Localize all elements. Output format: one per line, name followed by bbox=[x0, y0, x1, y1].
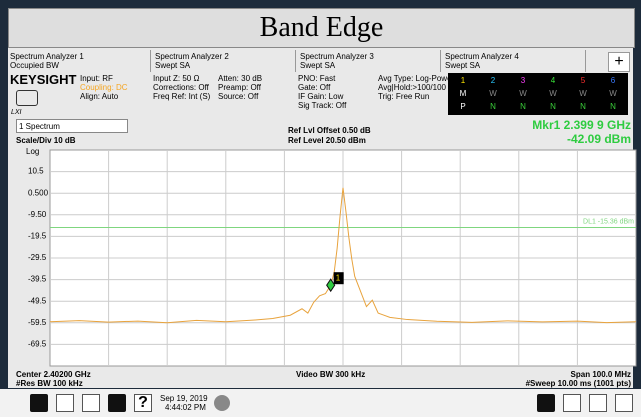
y-tick-label: -39.5 bbox=[28, 275, 47, 284]
window-title: Band Edge bbox=[8, 8, 635, 48]
layout-button[interactable] bbox=[589, 394, 607, 412]
setting: Coupling: DC bbox=[80, 83, 128, 92]
tab-mode: Swept SA bbox=[155, 61, 191, 70]
setting: Input: RF bbox=[80, 74, 113, 83]
trace-mode: W bbox=[609, 89, 617, 98]
tab-name: Spectrum Analyzer 4 bbox=[445, 52, 519, 61]
trace-mode: W bbox=[549, 89, 557, 98]
tab-name: Spectrum Analyzer 3 bbox=[300, 52, 374, 61]
setting: Gate: Off bbox=[298, 83, 331, 92]
y-tick-label: -69.5 bbox=[28, 340, 47, 349]
trace-mode: W bbox=[579, 89, 587, 98]
trace-number: 1 bbox=[460, 76, 466, 85]
tab-name: Spectrum Analyzer 1 bbox=[10, 52, 84, 61]
y-tick-label: 0.500 bbox=[28, 188, 49, 197]
y-tick-label: -9.50 bbox=[28, 210, 47, 219]
scale: Scale/Div 10 dB bbox=[16, 136, 76, 145]
trace-number: 6 bbox=[610, 76, 616, 85]
center: Center 2.40200 GHz bbox=[16, 370, 91, 379]
setting: Source: Off bbox=[218, 92, 259, 101]
trace-number: 3 bbox=[520, 76, 526, 85]
taskbar: ? Sep 19, 2019 4:44:02 PM bbox=[0, 389, 641, 417]
marker-value: -42.09 dBm bbox=[566, 132, 631, 146]
marker-number: 1 bbox=[336, 273, 341, 282]
start-button[interactable] bbox=[30, 394, 48, 412]
tab[interactable]: Spectrum Analyzer 3 Swept SA bbox=[298, 50, 441, 72]
setting: Trig: Free Run bbox=[378, 92, 430, 101]
vbw: Video BW 300 kHz bbox=[296, 370, 366, 379]
redo-button[interactable] bbox=[82, 394, 100, 412]
sweep: #Sweep 10.00 ms (1001 pts) bbox=[525, 379, 631, 388]
time: 4:44:02 PM bbox=[165, 403, 206, 412]
marker bbox=[326, 278, 336, 293]
marker-freq: Mkr1 2.399 9 GHz bbox=[532, 118, 631, 132]
tab-mode: Swept SA bbox=[300, 61, 336, 70]
y-tick-label: -19.5 bbox=[28, 232, 47, 241]
span: Span 100.0 MHz bbox=[570, 370, 631, 379]
trace-indicator: 1 2 3 4 5 6 M W W W W W P N N N N N bbox=[448, 73, 628, 115]
log-label: Log bbox=[26, 147, 39, 156]
tab-mode: Occupied BW bbox=[10, 61, 59, 70]
tab-mode: Swept SA bbox=[445, 61, 481, 70]
trace-mode: N bbox=[610, 102, 616, 111]
tab-name: Spectrum Analyzer 2 bbox=[155, 52, 229, 61]
trace-mode: N bbox=[580, 102, 586, 111]
preset-icon[interactable] bbox=[16, 90, 38, 106]
setting: Atten: 30 dB bbox=[218, 74, 263, 83]
trace-mode: M bbox=[459, 89, 467, 98]
brand: KEYSIGHT bbox=[10, 72, 77, 87]
tab[interactable]: Spectrum Analyzer 2 Swept SA bbox=[153, 50, 296, 72]
trace-number: 4 bbox=[550, 76, 556, 85]
setting: PNO: Fast bbox=[298, 74, 336, 83]
y-tick-label: -59.5 bbox=[28, 318, 47, 327]
window-name: 1 Spectrum bbox=[19, 122, 60, 131]
y-tick-label: -49.5 bbox=[28, 296, 47, 305]
keyboard-button[interactable] bbox=[537, 394, 555, 412]
tab[interactable]: Spectrum Analyzer 1 Occupied BW bbox=[8, 50, 151, 72]
touch-button[interactable] bbox=[563, 394, 581, 412]
trace-mode: P bbox=[460, 102, 466, 111]
y-tick-label: 10.5 bbox=[28, 167, 44, 176]
setting: Preamp: Off bbox=[218, 83, 261, 92]
zoom-button[interactable] bbox=[615, 394, 633, 412]
trace-mode: N bbox=[550, 102, 556, 111]
tab[interactable]: Spectrum Analyzer 4 Swept SA bbox=[443, 50, 586, 72]
trace bbox=[49, 187, 637, 324]
file-button[interactable] bbox=[108, 394, 126, 412]
trace-number: 5 bbox=[580, 76, 586, 85]
setting: Sig Track: Off bbox=[298, 101, 347, 110]
ref-offset: Ref Lvl Offset 0.50 dB bbox=[288, 126, 371, 135]
trace-number: 2 bbox=[490, 76, 496, 85]
add-screen-button[interactable]: + bbox=[608, 52, 630, 72]
message-icon[interactable] bbox=[214, 395, 230, 411]
rbw: #Res BW 100 kHz bbox=[16, 379, 83, 388]
ref-level: Ref Level 20.50 dBm bbox=[288, 136, 366, 145]
setting: IF Gain: Low bbox=[298, 92, 344, 101]
trace-mode: N bbox=[520, 102, 526, 111]
setting: Avg Type: Log-Power bbox=[378, 74, 455, 83]
setting: Avg|Hold:>100/100 bbox=[378, 83, 446, 92]
marker-tag bbox=[333, 272, 344, 285]
help-button[interactable]: ? bbox=[134, 394, 152, 412]
trace-mode: W bbox=[489, 89, 497, 98]
setting: Freq Ref: Int (S) bbox=[153, 92, 211, 101]
window-select[interactable]: 1 Spectrum bbox=[16, 119, 128, 133]
undo-button[interactable] bbox=[56, 394, 74, 412]
trace-mode: N bbox=[490, 102, 496, 111]
date: Sep 19, 2019 bbox=[160, 394, 208, 403]
display-line-label: DL1 -15.36 dBm bbox=[583, 218, 634, 225]
setting: Input Z: 50 Ω bbox=[153, 74, 200, 83]
setting: Align: Auto bbox=[80, 92, 119, 101]
trace-mode: W bbox=[519, 89, 527, 98]
lxi: LXI bbox=[11, 109, 22, 116]
setting: Corrections: Off bbox=[153, 83, 209, 92]
y-tick-label: -29.5 bbox=[28, 253, 47, 262]
